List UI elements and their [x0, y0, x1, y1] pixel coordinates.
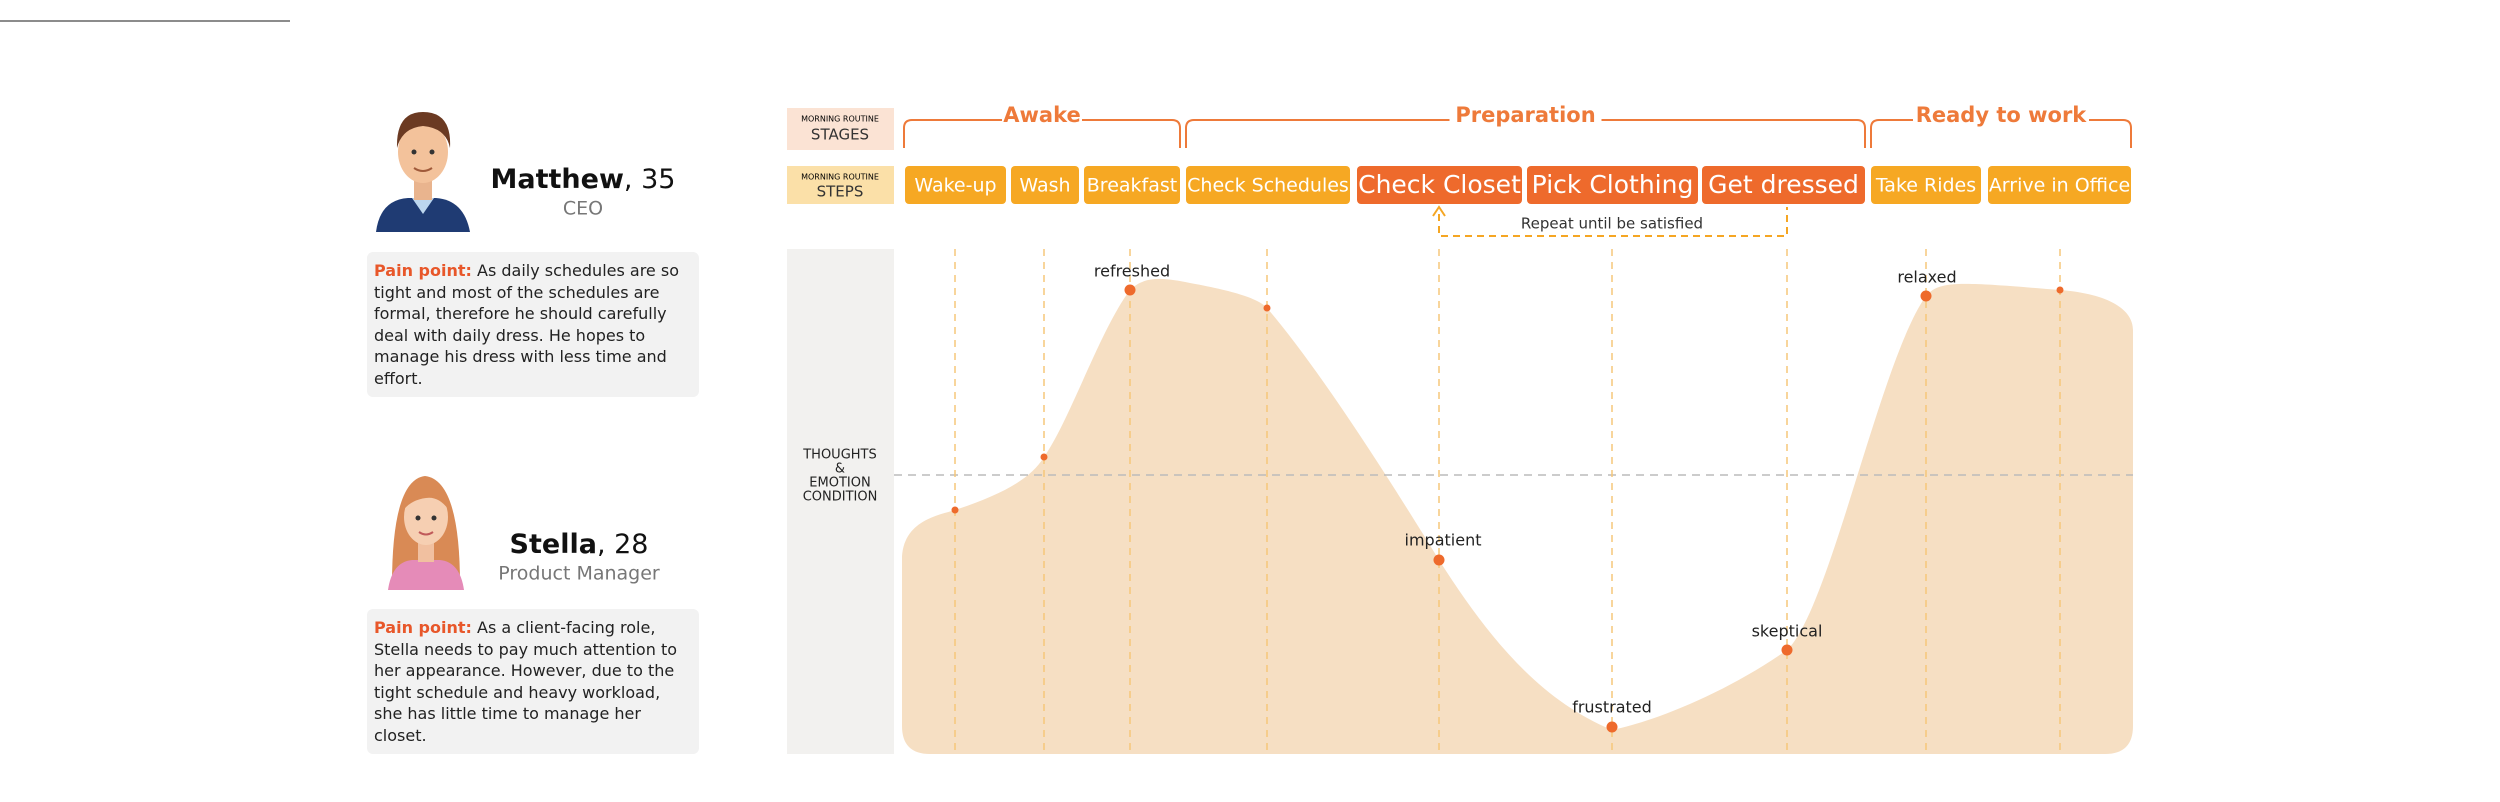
- emotion-dot: [1263, 304, 1271, 312]
- avatar-stella: [388, 476, 464, 590]
- emotion-label: relaxed: [1897, 268, 1956, 287]
- emotion-label: frustrated: [1572, 698, 1652, 717]
- thoughts-label: CONDITION: [803, 490, 878, 505]
- emotion-dot: [1920, 290, 1932, 302]
- step-box: [1871, 166, 1981, 204]
- stage-label: Preparation: [1455, 103, 1595, 127]
- thoughts-label: EMOTION: [809, 476, 870, 491]
- step-box: [905, 166, 1006, 204]
- stage-label: Awake: [1003, 103, 1080, 127]
- loop-note: Repeat until be satisfied: [1521, 215, 1703, 233]
- stage-label: Ready to work: [1916, 103, 2088, 127]
- step-label: Pick Clothing: [1532, 170, 1694, 199]
- stages-label: STAGES: [811, 126, 869, 144]
- persona-role: Product Manager: [498, 563, 660, 585]
- emotion-dot: [1433, 554, 1445, 566]
- repeat-loop: [1438, 207, 1788, 237]
- thoughts-label-box: [787, 249, 894, 754]
- emotion-label: skeptical: [1752, 622, 1823, 641]
- persona-name: Matthew, 35: [491, 164, 676, 195]
- persona-name: Stella, 28: [510, 529, 649, 560]
- pain-label: Pain point:: [374, 618, 472, 637]
- emotion-dot: [1606, 721, 1618, 733]
- step-label: Wash: [1019, 175, 1070, 197]
- emotion-dot: [1781, 644, 1793, 656]
- step-label: Breakfast: [1087, 175, 1177, 197]
- emotion-dot: [1040, 453, 1048, 461]
- step-label: Get dressed: [1708, 170, 1859, 199]
- pain-point: Pain point: As daily schedules are so ti…: [367, 252, 699, 397]
- persona-age: , 28: [597, 529, 649, 560]
- step-label: Check Schedules: [1187, 175, 1349, 197]
- pain-text: As a client-facing role, Stella needs to…: [374, 618, 678, 745]
- stages-label-box: [787, 108, 894, 150]
- step-label: Wake-up: [914, 175, 996, 197]
- step-box: [1988, 166, 2131, 204]
- step-label: Check Closet: [1358, 170, 1521, 199]
- persona-role: CEO: [563, 198, 603, 220]
- emotion-curve: [902, 278, 2133, 754]
- step-label: Arrive in Office: [1989, 175, 2130, 197]
- avatar-matthew: [376, 112, 470, 232]
- stages-label-small: MORNING ROUTINE: [801, 115, 879, 124]
- loop-arrow: [1432, 205, 1446, 217]
- step-box: [1357, 166, 1522, 204]
- emotion-dot: [951, 506, 959, 514]
- steps-label-box: [787, 166, 894, 204]
- thoughts-label: &: [835, 462, 845, 477]
- step-box: [1186, 166, 1350, 204]
- emotion-dot: [2056, 286, 2064, 294]
- steps-label: STEPS: [817, 183, 864, 201]
- stage-bracket: [1870, 119, 2132, 148]
- emotion-label: refreshed: [1094, 262, 1170, 281]
- emotion-label: impatient: [1405, 531, 1482, 550]
- step-label: Take Rides: [1875, 175, 1976, 197]
- step-box: [1527, 166, 1698, 204]
- stage-bracket: [903, 119, 1181, 148]
- persona-age: , 35: [624, 164, 676, 195]
- thoughts-label: THOUGHTS: [802, 448, 877, 463]
- pain-text: As daily schedules are so tight and most…: [374, 261, 679, 388]
- persona-first-name: Stella: [510, 529, 597, 560]
- steps-label-small: MORNING ROUTINE: [801, 173, 879, 182]
- step-box: [1702, 166, 1865, 204]
- pain-label: Pain point:: [374, 261, 472, 280]
- emotion-dot: [1124, 284, 1136, 296]
- stage-bracket: [1185, 119, 1866, 148]
- step-box: [1084, 166, 1180, 204]
- persona-first-name: Matthew: [491, 164, 624, 195]
- step-box: [1011, 166, 1079, 204]
- pain-point: Pain point: As a client-facing role, Ste…: [367, 609, 699, 754]
